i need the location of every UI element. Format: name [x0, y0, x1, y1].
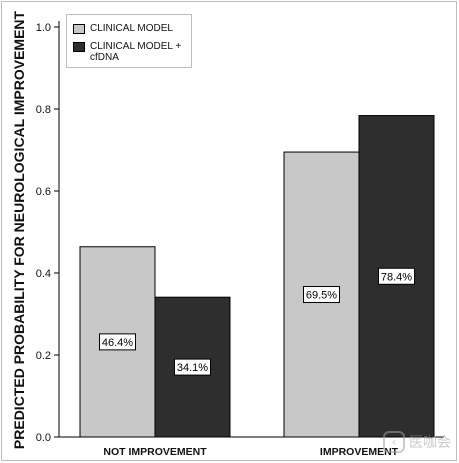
- data-label-1-1: 46.4%: [102, 337, 133, 349]
- y-tick-label-1: 0.2: [36, 350, 51, 362]
- x-tick-label-2: IMPROVEMENT: [320, 446, 399, 458]
- watermark: ‹ 医咖会: [383, 431, 451, 453]
- data-label-1-2: 69.5%: [306, 290, 337, 302]
- data-label-box-2-1: [174, 358, 211, 376]
- chat-bubble-icon: ‹: [383, 431, 405, 453]
- y-tick-label-5: 1.0: [36, 22, 51, 34]
- legend-label-2: CLINICAL MODEL + cfDNA: [90, 41, 182, 63]
- data-label-2-2: 78.4%: [381, 271, 412, 283]
- legend: CLINICAL MODEL CLINICAL MODEL + cfDNA: [66, 14, 192, 68]
- data-label-box-2-2: [378, 267, 415, 285]
- x-tick-label-1: NOT IMPROVEMENT: [103, 446, 207, 458]
- legend-label-1: CLINICAL MODEL: [90, 23, 173, 34]
- watermark-text: 医咖会: [409, 435, 451, 451]
- y-tick-label-0: 0.0: [36, 432, 51, 444]
- legend-swatch-2: [73, 42, 85, 52]
- data-label-2-1: 34.1%: [177, 362, 208, 374]
- data-label-box-1-2: [303, 286, 340, 304]
- legend-item-2: CLINICAL MODEL + cfDNA: [73, 41, 182, 63]
- y-tick-label-2: 0.4: [36, 268, 51, 280]
- legend-swatch-1: [73, 24, 85, 34]
- y-tick-label-4: 0.8: [36, 104, 51, 116]
- data-label-box-1-1: [99, 333, 136, 351]
- legend-item-1: CLINICAL MODEL: [73, 23, 182, 34]
- y-tick-label-3: 0.6: [36, 186, 51, 198]
